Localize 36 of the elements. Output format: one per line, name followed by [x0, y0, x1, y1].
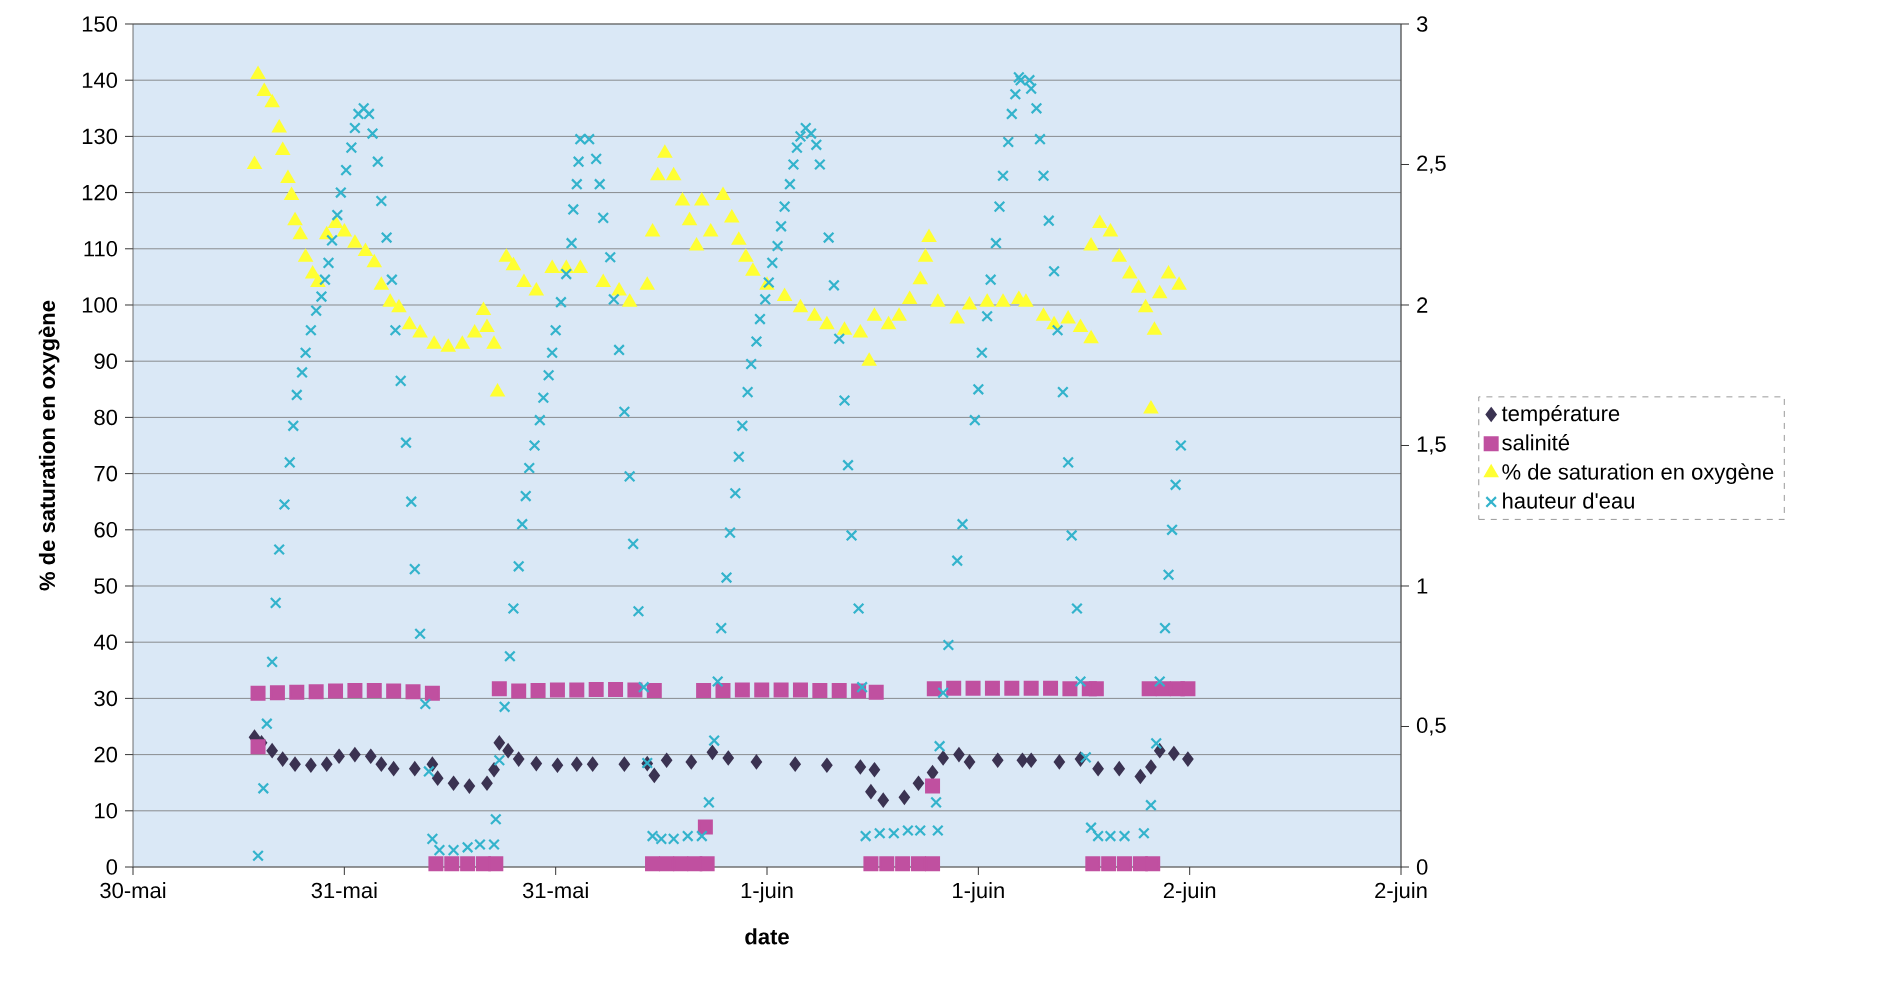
y-tick-label: 140 [82, 72, 118, 88]
y-tick-label: 120 [82, 184, 118, 201]
y2-tick-label: 1,5 [1417, 436, 1446, 455]
x-tick-label: 31-mai [522, 882, 588, 899]
x-tick-label: 30-mai [100, 882, 166, 899]
y-tick-label: 100 [82, 297, 118, 313]
x-tick-label: 2-juin [1163, 882, 1216, 903]
x-tick-label: 2-juin [1375, 882, 1427, 903]
y-tick-label: 0 [106, 859, 118, 875]
y-tick-label: 130 [82, 128, 118, 145]
y2-tick-label: 2 [1417, 297, 1428, 313]
y2-tick-label: 0,5 [1416, 717, 1446, 736]
legend-label: température [1501, 404, 1620, 426]
x-axis-title: date [745, 928, 789, 945]
y2-tick-label: 0 [1416, 859, 1428, 875]
y-tick-label: 80 [94, 409, 118, 426]
y-tick-label: 40 [93, 634, 118, 650]
y-tick-label: 70 [94, 465, 118, 482]
y-tick-label: 10 [95, 803, 118, 819]
y2-tick-label: 1 [1417, 578, 1428, 594]
y-tick-label: 20 [94, 746, 118, 763]
x-tick-label: 31-mai [311, 882, 377, 899]
y-tick-label: 60 [94, 522, 118, 538]
legend-label: % de saturation en oxygène [1502, 463, 1774, 485]
y2-tick-label: 3 [1416, 16, 1428, 32]
x-tick-label: 1-juin [953, 882, 1004, 903]
y-tick-label: 50 [94, 578, 118, 594]
y-tick-label: 150 [82, 16, 118, 32]
y2-tick-label: 2,5 [1417, 155, 1446, 174]
y-tick-label: 90 [94, 353, 118, 369]
legend-label: hauteur d'eau [1503, 492, 1634, 509]
y-axis-title: % de saturation en oxygène [38, 300, 60, 591]
legend-label: salinité [1502, 434, 1570, 451]
y-tick-label: 30 [94, 690, 118, 707]
x-tick-label: 1-juin [741, 882, 793, 903]
y-tick-label: 110 [84, 241, 118, 257]
